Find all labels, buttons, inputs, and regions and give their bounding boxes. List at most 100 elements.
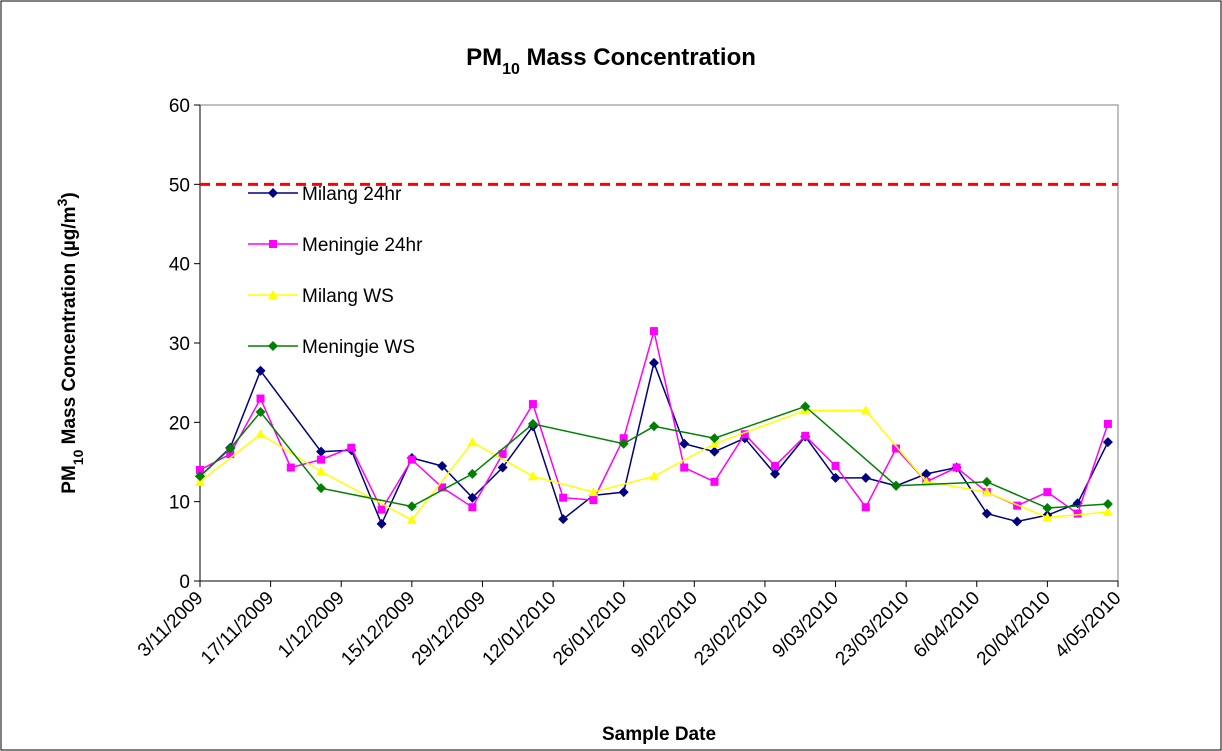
- x-axis-label: Sample Date: [602, 724, 716, 745]
- marker: [438, 483, 447, 492]
- marker: [256, 394, 265, 403]
- marker: [376, 518, 387, 529]
- marker: [1102, 506, 1113, 516]
- legend-label: Meningie WS: [302, 337, 415, 358]
- legend-label: Meningie 24hr: [302, 235, 423, 256]
- marker: [709, 438, 720, 448]
- marker: [1042, 503, 1053, 514]
- marker: [195, 476, 205, 486]
- marker: [589, 496, 598, 505]
- marker: [831, 461, 840, 470]
- marker: [1073, 509, 1082, 518]
- marker: [618, 487, 629, 498]
- marker: [1103, 419, 1112, 428]
- marker: [648, 471, 659, 481]
- y-label-part: 3: [54, 198, 70, 206]
- y-tick-label: 10: [169, 493, 190, 514]
- marker: [648, 357, 659, 368]
- marker: [648, 421, 659, 432]
- marker: [1042, 512, 1053, 522]
- marker: [1043, 488, 1052, 497]
- legend-marker: [269, 240, 277, 248]
- marker: [981, 476, 992, 487]
- marker: [317, 455, 326, 464]
- marker: [680, 463, 689, 472]
- marker: [770, 468, 781, 479]
- legend-marker: [268, 188, 278, 198]
- legend-label: Milang 24hr: [302, 184, 402, 205]
- y-label-part: PM: [59, 465, 80, 494]
- marker: [528, 400, 537, 409]
- y-tick-label: 50: [169, 175, 190, 196]
- y-label-part: 10: [70, 449, 86, 465]
- marker: [860, 405, 871, 415]
- marker: [406, 514, 417, 524]
- marker: [952, 463, 961, 472]
- marker: [316, 483, 327, 494]
- marker: [1102, 437, 1113, 448]
- marker: [981, 508, 992, 519]
- marker: [316, 446, 327, 457]
- marker: [467, 492, 478, 503]
- marker: [830, 472, 841, 483]
- marker: [225, 443, 236, 454]
- marker: [468, 503, 477, 512]
- marker: [467, 468, 478, 479]
- series-line: [199, 360, 1109, 526]
- marker: [347, 443, 356, 452]
- y-label-part: ): [59, 192, 80, 198]
- marker: [558, 514, 569, 525]
- marker: [316, 466, 327, 476]
- marker: [255, 407, 266, 418]
- marker: [527, 471, 538, 481]
- marker: [981, 487, 992, 497]
- marker: [286, 463, 295, 472]
- marker: [195, 471, 205, 482]
- marker: [377, 505, 386, 514]
- marker: [406, 501, 417, 512]
- marker: [196, 465, 204, 474]
- y-tick-label: 0: [179, 572, 190, 593]
- marker: [921, 476, 932, 486]
- marker: [1012, 516, 1023, 527]
- marker: [709, 446, 720, 457]
- marker: [921, 468, 932, 479]
- marker: [861, 503, 870, 512]
- marker: [619, 434, 628, 443]
- legend-label: Milang WS: [302, 286, 394, 307]
- marker: [771, 461, 780, 470]
- marker: [559, 493, 568, 502]
- marker: [679, 438, 690, 449]
- chart-title: PM10 Mass Concentration: [466, 44, 756, 78]
- marker: [437, 460, 448, 471]
- marker: [649, 327, 658, 336]
- legend-marker: [268, 341, 278, 351]
- marker: [740, 430, 749, 439]
- marker: [709, 433, 720, 444]
- y-tick-label: 30: [169, 334, 190, 355]
- title-part: 10: [502, 61, 520, 78]
- marker: [255, 429, 266, 439]
- marker: [800, 401, 811, 412]
- marker: [891, 480, 902, 491]
- marker: [892, 444, 901, 453]
- marker: [801, 431, 810, 440]
- y-tick-label: 40: [169, 255, 190, 276]
- marker: [497, 462, 508, 473]
- y-tick-label: 60: [169, 96, 190, 117]
- y-tick-label: 20: [169, 413, 190, 434]
- marker: [860, 472, 871, 483]
- marker: [255, 365, 266, 376]
- marker: [467, 437, 478, 447]
- legend-marker: [268, 290, 278, 299]
- y-label-part: Mass Concentration (µg/m: [59, 206, 80, 449]
- title-part: PM: [466, 44, 502, 71]
- title-part: Mass Concentration: [520, 44, 756, 71]
- marker: [710, 477, 719, 486]
- marker: [527, 418, 538, 429]
- marker: [407, 455, 416, 464]
- marker: [1102, 499, 1113, 510]
- marker: [618, 438, 629, 449]
- marker: [588, 487, 599, 497]
